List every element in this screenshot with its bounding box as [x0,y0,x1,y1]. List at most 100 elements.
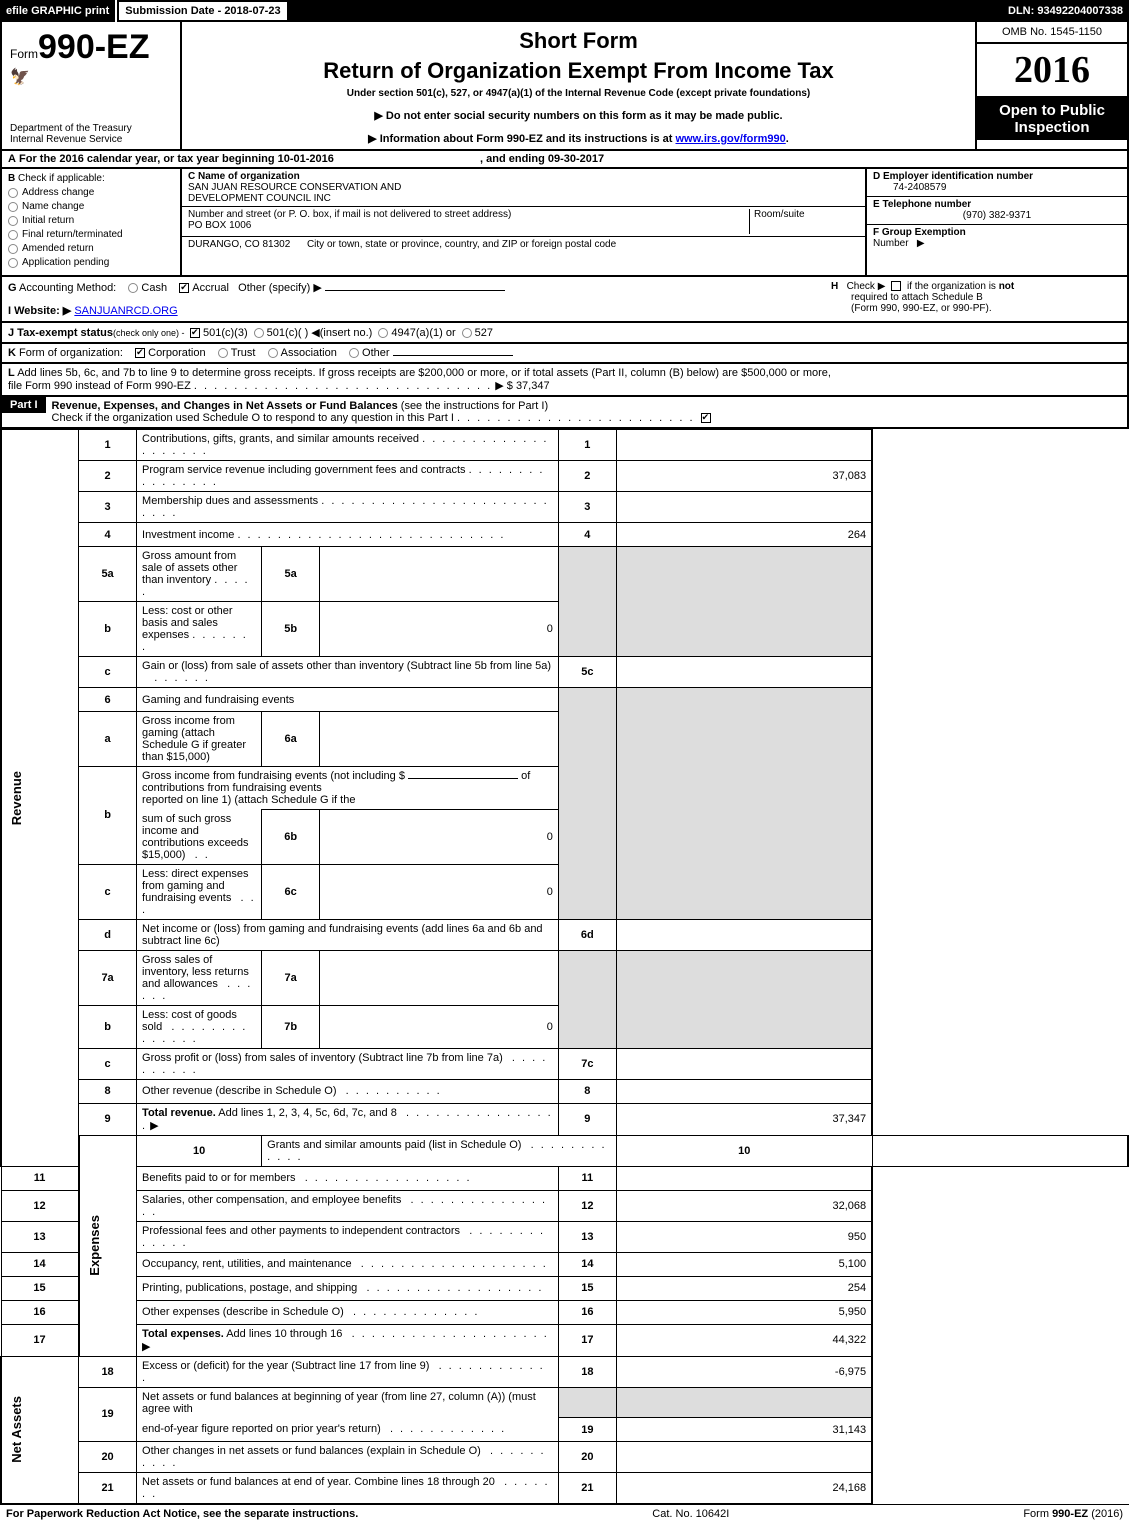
rad-trust[interactable] [218,348,228,358]
m7a: 7a [262,950,320,1005]
b12: 12 [558,1190,616,1221]
c-room-label: Room/suite [754,209,805,220]
j-paren: (check only one) - [113,328,187,338]
l4: Investment income [142,529,234,541]
b-final: Final return/terminated [22,229,123,240]
l5c: Gain or (loss) from sale of assets other… [142,660,551,672]
footer-form: Form [1023,1508,1052,1520]
d-block: D Employer identification number 74-2408… [867,169,1127,197]
form-990ez: 990-EZ [38,28,150,66]
footer-form-y: (2016) [1088,1508,1123,1520]
b-name: Name change [22,201,84,212]
open-public: Open to Public Inspection [977,98,1127,140]
j-o4: 527 [475,327,493,339]
row-20: 20 Other changes in net assets or fund b… [1,1442,1128,1473]
k-corp: Corporation [148,347,205,359]
rad-cash[interactable] [128,283,138,293]
v1 [616,430,872,461]
v15: 254 [616,1276,872,1300]
v19: 31,143 [616,1418,872,1442]
h-text1: Check ▶ [847,281,886,292]
c-org2: DEVELOPMENT COUNCIL INC [188,193,331,204]
k-text: Form of organization: [19,347,123,359]
v11 [616,1166,872,1190]
ssn-note: ▶ Do not enter social security numbers o… [190,109,967,122]
chk-h[interactable] [891,281,901,291]
chk-amended[interactable] [8,244,18,254]
n10: 10 [137,1135,262,1166]
l20: Other changes in net assets or fund bala… [142,1445,481,1457]
side-expenses: Expenses [85,1211,104,1280]
b14: 14 [558,1252,616,1276]
rad-other[interactable] [349,348,359,358]
row-13: 13 Professional fees and other payments … [1,1221,1128,1252]
e-block: E Telephone number (970) 382-9371 [867,197,1127,225]
row-3: 3 Membership dues and assessments . . . … [1,492,1128,523]
j-ins: ◀(insert no.) [311,327,372,339]
e-label: E Telephone number [873,199,971,210]
row-7c: c Gross profit or (loss) from sales of i… [1,1048,1128,1079]
n9: 9 [79,1103,137,1135]
gh-right: H Check ▶ if the organization is not req… [831,281,1121,317]
h-not: not [999,281,1015,292]
g-cash: Cash [141,282,167,294]
l17b: Add lines 10 through 16 [224,1328,343,1340]
dln-label: DLN: 93492204007338 [1002,0,1129,22]
c-city-block: DURANGO, CO 81302 City or town, state or… [182,237,865,267]
row-a: A For the 2016 calendar year, or tax yea… [0,151,1129,169]
v7c [616,1048,872,1079]
rad-501c[interactable] [254,328,264,338]
n7a: 7a [79,950,137,1005]
row-7a: 7a Gross sales of inventory, less return… [1,950,1128,1005]
b2: 2 [558,461,616,492]
chk-name[interactable] [8,202,18,212]
a-text1: For the 2016 calendar year, or tax year … [19,153,334,165]
mv7a [320,950,559,1005]
n6: 6 [79,688,137,712]
b1: 1 [558,430,616,461]
d-val: 74-2408579 [873,182,946,193]
irs-link[interactable]: www.irs.gov/form990 [676,133,786,145]
chk-accrual[interactable] [179,283,189,293]
row-1: Revenue 1 Contributions, gifts, grants, … [1,430,1128,461]
chk-address[interactable] [8,188,18,198]
h-text2: if the organization is [907,281,999,292]
b13: 13 [558,1221,616,1252]
g-label: G [8,282,17,294]
side-revenue: Revenue [7,767,26,829]
open-line1: Open to Public [981,102,1123,119]
l6a: Gross income from gaming (attach Schedul… [142,715,246,763]
rad-527[interactable] [462,328,472,338]
k-label: K [8,347,16,359]
c-street-block: Number and street (or P. O. box, if mail… [182,207,865,237]
open-line2: Inspection [981,119,1123,136]
row-6: 6 Gaming and fundraising events [1,688,1128,712]
mv6a [320,712,559,767]
chk-initial[interactable] [8,216,18,226]
footer: For Paperwork Reduction Act Notice, see … [0,1504,1129,1523]
v17: 44,322 [616,1324,872,1356]
row-17: 17 Total expenses. Add lines 10 through … [1,1324,1128,1356]
v20 [616,1442,872,1473]
chk-501c3[interactable] [190,328,200,338]
n1: 1 [79,430,137,461]
website-link[interactable]: SANJUANRCD.ORG [74,305,177,317]
chk-schedule-o[interactable] [701,413,711,423]
rad-assoc[interactable] [268,348,278,358]
rad-4947[interactable] [378,328,388,338]
part1-header: Part I Revenue, Expenses, and Changes in… [0,397,1129,429]
form-number-block: Form990-EZ 🦅 [2,22,180,93]
v13: 950 [616,1221,872,1252]
n11: 11 [1,1166,79,1190]
b5c: 5c [558,657,616,688]
chk-final[interactable] [8,230,18,240]
label-b: B [8,173,15,184]
m6b: 6b [262,810,320,865]
chk-corp[interactable] [135,348,145,358]
chk-app-pending[interactable] [8,258,18,268]
dept-line2: Internal Revenue Service [10,134,172,145]
b3: 3 [558,492,616,523]
l-label: L [8,367,15,379]
h-label: H [831,281,838,292]
note2-pre: ▶ Information about Form 990-EZ and its … [368,133,675,145]
